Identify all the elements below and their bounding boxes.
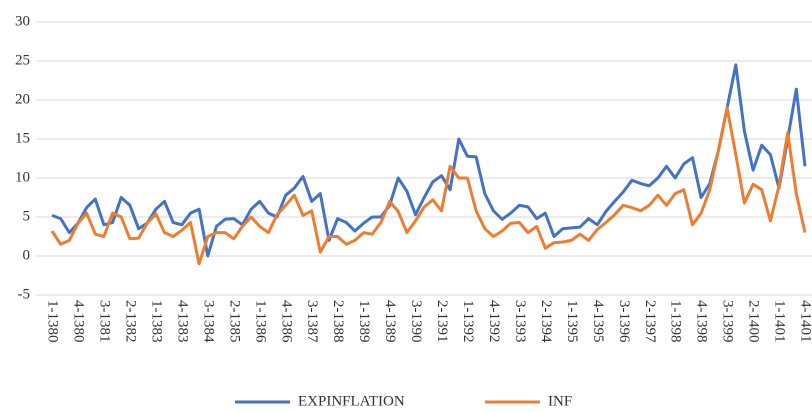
x-tick-label: 4-1389 [382, 300, 398, 343]
x-tick-label: 1-1380 [45, 300, 61, 343]
y-tick-label: -5 [18, 286, 31, 302]
x-tick-label: 1-1395 [564, 300, 580, 343]
x-tick-label: 1-1392 [460, 300, 476, 343]
x-tick-label: 4-1401 [798, 300, 812, 343]
x-tick-label: 2-1391 [434, 300, 450, 343]
x-tick-label: 4-1398 [694, 300, 710, 343]
x-tick-label: 3-1384 [200, 300, 216, 343]
series-line [50, 106, 807, 266]
x-tick-label: 4-1386 [278, 300, 294, 343]
y-tick-label: 15 [15, 130, 30, 146]
x-tick-label: 1-1383 [148, 300, 164, 343]
y-tick-label: 30 [15, 13, 30, 29]
x-tick-label: 4-1383 [174, 300, 190, 343]
x-tick-label: 1-1389 [356, 300, 372, 343]
y-tick-label: 25 [15, 52, 30, 68]
y-tick-label: 10 [15, 169, 30, 185]
x-tick-label: 1-1398 [668, 300, 684, 343]
x-tick-label: 2-1400 [746, 300, 762, 343]
x-tick-label: 3-1390 [408, 300, 424, 343]
x-tick-label: 1-1401 [772, 300, 788, 343]
y-tick-label: 0 [23, 247, 31, 263]
x-tick-label: 3-1399 [720, 300, 736, 343]
x-tick-label: 1-1386 [252, 300, 268, 343]
x-tick-label: 2-1394 [538, 300, 554, 343]
legend-label: EXPINFLATION [298, 393, 405, 409]
x-tick-label: 2-1388 [330, 300, 346, 343]
series-line [51, 63, 807, 258]
x-tick-label: 3-1381 [96, 300, 112, 343]
y-tick-label: 5 [23, 208, 31, 224]
x-tick-label: 4-1392 [486, 300, 502, 343]
x-tick-label: 4-1380 [71, 300, 87, 343]
x-tick-label: 2-1385 [226, 300, 242, 343]
x-tick-label: 3-1393 [512, 300, 528, 343]
x-tick-label: 2-1382 [122, 300, 138, 343]
x-tick-label: 4-1395 [590, 300, 606, 343]
x-tick-label: 3-1387 [304, 300, 320, 343]
y-tick-label: 20 [15, 91, 30, 107]
x-tick-label: 3-1396 [616, 300, 632, 343]
x-tick-label: 2-1397 [642, 300, 658, 343]
legend-label: INF [548, 393, 572, 409]
